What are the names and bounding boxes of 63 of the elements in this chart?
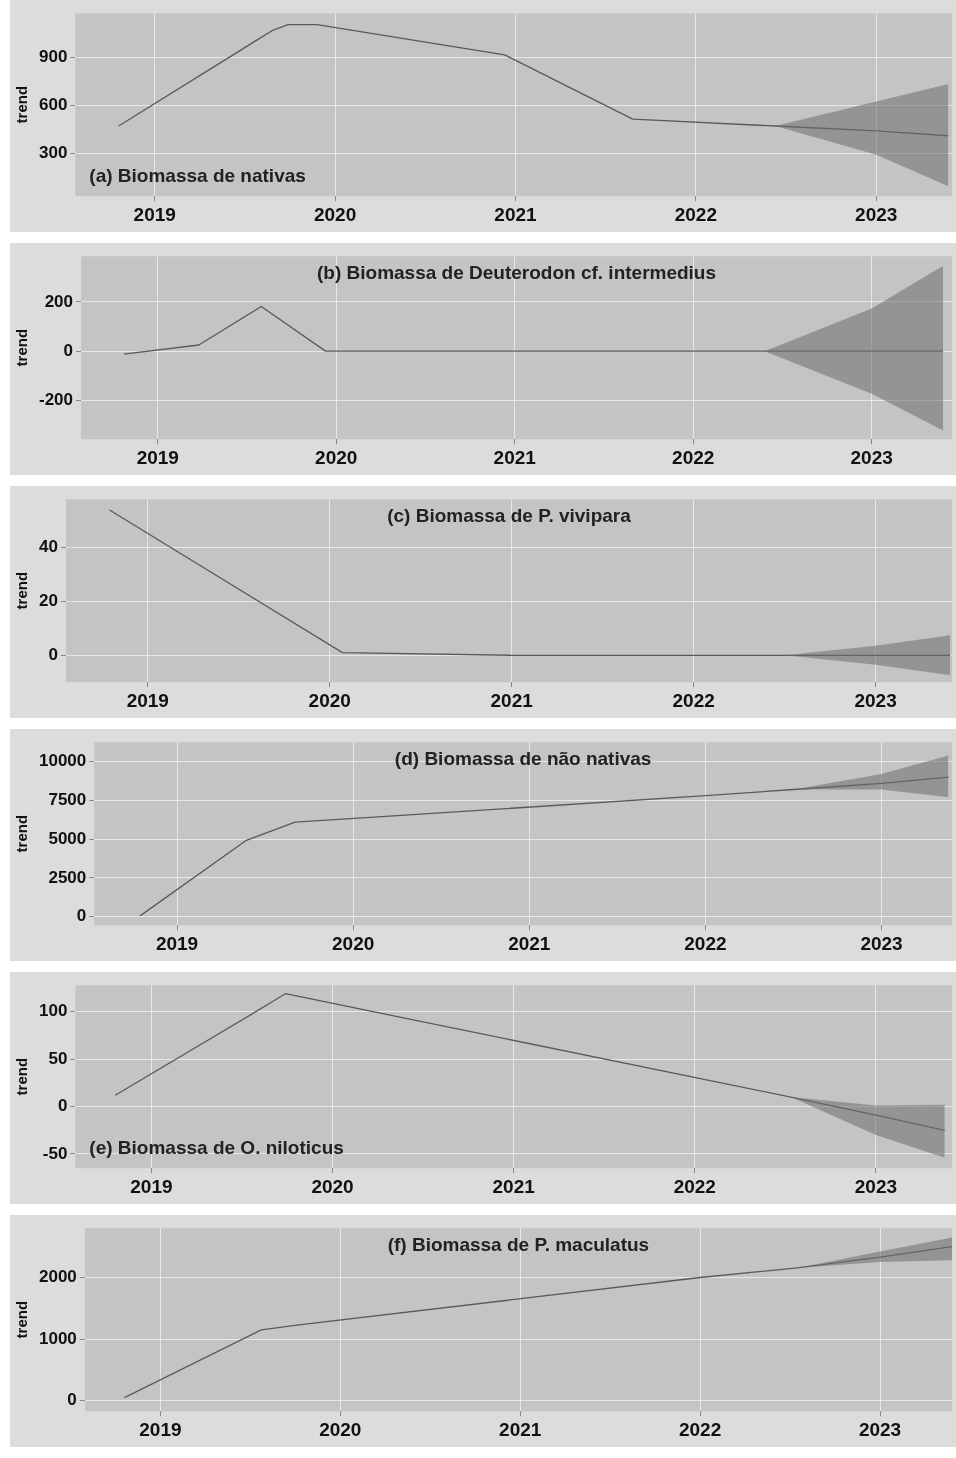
chart-title: (d) Biomassa de não nativas bbox=[394, 747, 652, 769]
x-tick-label: 2022 bbox=[672, 446, 715, 468]
y-tick-label: 0 bbox=[63, 340, 74, 360]
x-tick-label: 2022 bbox=[678, 1418, 722, 1440]
y-tick-label: 5000 bbox=[48, 828, 87, 848]
chart-title: (b) Biomassa de Deuterodon cf. intermedius bbox=[316, 261, 717, 283]
x-tick-label: 2019 bbox=[126, 689, 169, 711]
y-tick-label: 600 bbox=[38, 95, 68, 115]
x-tick-label: 2021 bbox=[490, 689, 534, 711]
x-tick-label: 2020 bbox=[319, 1418, 362, 1440]
x-tick-label: 2023 bbox=[855, 203, 898, 225]
x-tick-label: 2023 bbox=[858, 1418, 902, 1440]
y-tick-label: 7500 bbox=[48, 790, 87, 810]
y-tick-label: 40 bbox=[38, 537, 58, 557]
y-tick-label: 2500 bbox=[48, 867, 87, 887]
x-tick-label: 2019 bbox=[136, 446, 179, 468]
y-tick-label: 1000 bbox=[38, 1328, 77, 1348]
x-tick-label: 2019 bbox=[133, 203, 176, 225]
chart-title: (c) Biomassa de P. vivipara bbox=[387, 504, 632, 526]
y-tick-label: 20 bbox=[38, 591, 58, 611]
y-tick-label: 0 bbox=[57, 1096, 68, 1116]
y-tick-label: 2000 bbox=[38, 1267, 77, 1287]
x-tick-label: 2019 bbox=[130, 1175, 173, 1197]
y-axis-title: trend bbox=[13, 571, 31, 610]
chart-title: (f) Biomassa de P. maculatus bbox=[387, 1233, 650, 1255]
y-tick-label: 0 bbox=[76, 906, 87, 926]
x-tick-label: 2021 bbox=[492, 1175, 536, 1197]
x-tick-label: 2019 bbox=[139, 1418, 182, 1440]
y-tick-label: 50 bbox=[48, 1048, 68, 1068]
x-tick-label: 2020 bbox=[313, 203, 357, 225]
y-axis-title: trend bbox=[13, 1057, 31, 1096]
y-axis-title: trend bbox=[13, 814, 31, 853]
x-tick-label: 2020 bbox=[308, 689, 351, 711]
x-tick-label: 2023 bbox=[854, 689, 897, 711]
x-tick-label: 2021 bbox=[508, 932, 551, 954]
y-tick-label: 100 bbox=[38, 1001, 68, 1021]
x-tick-label: 2021 bbox=[493, 446, 537, 468]
x-tick-label: 2023 bbox=[860, 932, 903, 954]
y-tick-label: 0 bbox=[67, 1390, 77, 1410]
x-tick-label: 2022 bbox=[672, 689, 715, 711]
x-tick-label: 2022 bbox=[673, 1175, 716, 1197]
y-axis-title: trend bbox=[13, 85, 31, 124]
y-tick-label: 0 bbox=[48, 644, 58, 664]
y-axis-title: trend bbox=[13, 1300, 31, 1339]
x-tick-label: 2023 bbox=[854, 1175, 898, 1197]
y-tick-label: 900 bbox=[38, 47, 68, 67]
y-tick-label: 300 bbox=[38, 142, 68, 162]
text: (a) Biomassa de nativas bbox=[89, 164, 306, 186]
x-tick-label: 2021 bbox=[494, 203, 538, 225]
x-tick-label: 2020 bbox=[315, 446, 358, 468]
x-tick-label: 2022 bbox=[674, 203, 717, 225]
y-tick-label: -50 bbox=[42, 1143, 68, 1163]
y-tick-label: 10000 bbox=[38, 751, 87, 771]
x-tick-label: 2019 bbox=[155, 932, 199, 954]
x-tick-label: 2023 bbox=[850, 446, 893, 468]
x-tick-label: 2020 bbox=[311, 1175, 354, 1197]
x-tick-label: 2022 bbox=[684, 932, 727, 954]
y-axis-title: trend bbox=[13, 328, 31, 367]
text: (e) Biomassa de O. niloticus bbox=[89, 1136, 344, 1158]
x-tick-label: 2021 bbox=[499, 1418, 542, 1440]
y-tick-label: 200 bbox=[44, 291, 74, 311]
y-tick-label: -200 bbox=[38, 390, 74, 410]
x-tick-label: 2020 bbox=[332, 932, 375, 954]
